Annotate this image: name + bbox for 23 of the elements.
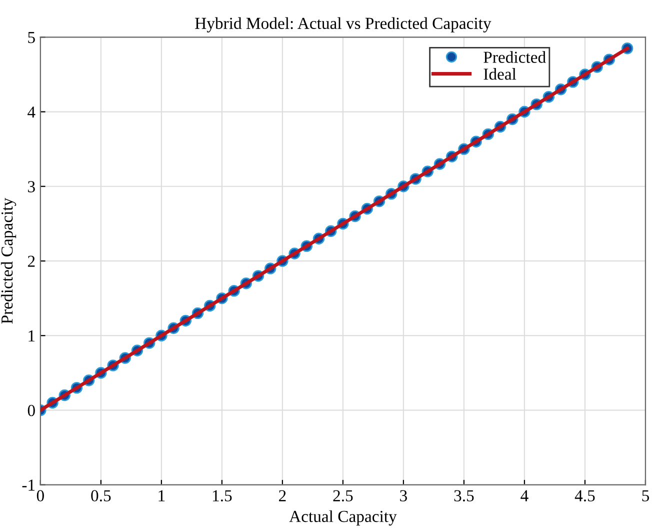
x-axis-title: Actual Capacity bbox=[289, 510, 397, 526]
y-tick-label: -1 bbox=[22, 480, 35, 491]
x-tick-label: 3 bbox=[400, 490, 407, 502]
x-tick-label: 3.5 bbox=[454, 490, 474, 502]
x-tick-label: 1.5 bbox=[212, 490, 232, 502]
y-tick-label: 1 bbox=[28, 330, 35, 342]
legend-label: Predicted bbox=[484, 51, 546, 63]
chart-title: Hybrid Model: Actual vs Predicted Capacity bbox=[195, 17, 492, 32]
legend-label: Ideal bbox=[484, 68, 516, 80]
x-tick-label: 1 bbox=[158, 490, 165, 502]
y-axis-title: Predicted Capacity bbox=[0, 198, 16, 324]
x-tick-label: 2 bbox=[279, 490, 286, 502]
y-tick-label: 0 bbox=[28, 404, 35, 416]
x-tick-label: 0.5 bbox=[91, 490, 111, 502]
y-tick-label: 5 bbox=[28, 32, 35, 44]
x-tick-label: 5 bbox=[642, 490, 649, 502]
x-tick-label: 2.5 bbox=[333, 490, 353, 502]
y-tick-label: 3 bbox=[28, 181, 35, 192]
x-tick-label: 4.5 bbox=[574, 490, 595, 502]
y-tick-label: 2 bbox=[28, 256, 35, 267]
x-tick-label: 0 bbox=[36, 490, 44, 502]
x-tick-label: 4 bbox=[520, 490, 528, 502]
y-tick-label: 4 bbox=[28, 106, 36, 118]
